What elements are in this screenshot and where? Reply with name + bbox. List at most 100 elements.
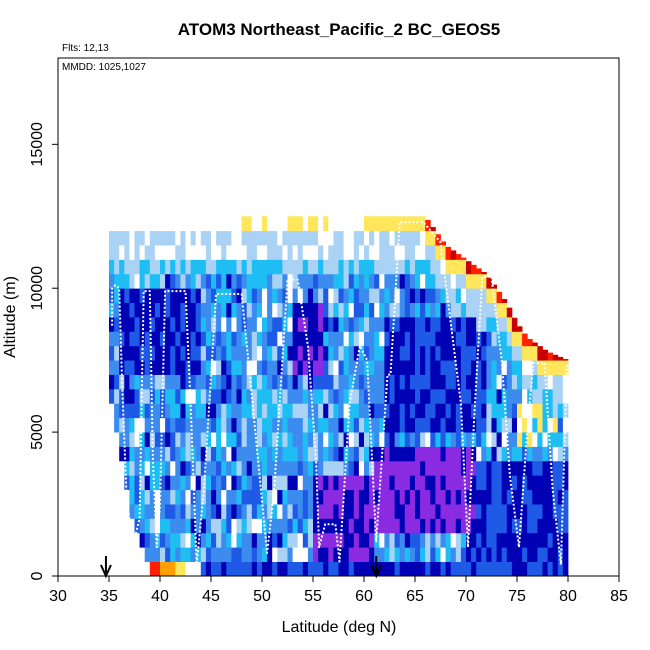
heatmap-cell [313,475,319,491]
heatmap-cell [425,374,431,390]
heatmap-cell [236,460,242,476]
heatmap-cell [511,504,518,519]
heatmap-cell [160,273,166,289]
heatmap-cell [190,259,197,275]
heatmap-cell [175,446,181,462]
heatmap-cell [287,345,293,361]
heatmap-cell [404,216,411,232]
heatmap-cell [476,345,482,361]
heatmap-cell [415,403,421,419]
heatmap-cell [134,403,140,419]
heatmap-cell [149,230,156,246]
heatmap-cell [185,446,191,462]
heatmap-cell [506,532,513,548]
heatmap-cell [267,345,273,361]
heatmap-cell [374,230,380,246]
heatmap-cell [144,273,151,289]
heatmap-cell [272,331,278,347]
heatmap-cell [165,374,171,390]
heatmap-cell [440,259,446,275]
heatmap-cell [537,417,543,433]
heatmap-cell [522,333,528,347]
heatmap-cell [364,259,370,275]
heatmap-cell [476,273,482,289]
heatmap-cell [496,302,503,318]
heatmap-cell [272,273,278,289]
heatmap-cell [506,446,513,462]
heatmap-cell [251,374,258,390]
heatmap-cell [185,230,191,246]
heatmap-cell [236,245,242,260]
heatmap-cell [394,345,401,361]
heatmap-cell [251,432,258,447]
heatmap-cell [333,446,339,462]
x-tick-label: 45 [202,588,220,605]
heatmap-cell [149,216,156,232]
heatmap-cell [369,317,375,332]
heatmap-cell [124,331,130,347]
heatmap-cell [282,259,288,275]
heatmap-cell [195,504,202,519]
heatmap-cell [338,417,344,433]
heatmap-cell [205,259,212,275]
heatmap-cell [369,417,375,433]
heatmap-cell [149,518,156,534]
heatmap-cell [251,259,258,275]
heatmap-cell [450,518,457,534]
heatmap-cell [251,245,258,260]
heatmap-cell [154,547,161,563]
heatmap-cell [318,360,324,375]
heatmap-cell [241,345,248,361]
x-tick-label: 60 [355,588,373,605]
heatmap-cell [532,345,538,361]
heatmap-cell [527,345,533,361]
heatmap-cell [404,230,411,246]
heatmap-cell [430,475,436,491]
heatmap-cell [450,317,457,332]
heatmap-cell [170,374,176,390]
heatmap-cell [277,432,283,447]
heatmap-cell [241,446,248,462]
heatmap-cell [358,547,365,563]
heatmap-cell [185,417,191,433]
heatmap-cell [466,374,472,390]
heatmap-cell [251,288,258,304]
heatmap-cell [358,345,365,361]
heatmap-cell [272,302,278,318]
heatmap-cell [154,345,161,361]
heatmap-cell [394,446,401,462]
heatmap-cell [501,432,508,447]
heatmap-cell [542,446,548,462]
heatmap-cell [114,388,120,404]
heatmap-cell [496,547,503,563]
heatmap-cell [313,360,319,375]
heatmap-cell [486,518,492,534]
heatmap-cell [175,259,181,275]
heatmap-cell [506,475,513,491]
heatmap-cell [394,518,401,534]
heatmap-cell [139,432,146,447]
heatmap-cell [323,317,329,332]
heatmap-cell [154,273,161,289]
heatmap-cell [481,532,487,548]
heatmap-cell [338,317,344,332]
heatmap-cell [491,417,497,433]
heatmap-cell [374,388,380,404]
heatmap-cell [333,317,339,332]
heatmap-cell [409,302,416,318]
heatmap-cell [149,417,156,433]
heatmap-cell [165,245,171,260]
heatmap-cell [496,345,503,361]
heatmap-cell [374,345,380,361]
heatmap-cell [190,360,197,375]
heatmap-cell [420,230,426,246]
heatmap-cell [547,489,554,505]
heatmap-cell [149,374,156,390]
heatmap-cell [231,259,237,275]
heatmap-cell [353,489,360,505]
heatmap-cell [527,561,533,577]
heatmap-cell [267,216,273,232]
heatmap-cell [343,561,350,577]
heatmap-cell [236,331,242,347]
heatmap-cell [185,561,191,577]
